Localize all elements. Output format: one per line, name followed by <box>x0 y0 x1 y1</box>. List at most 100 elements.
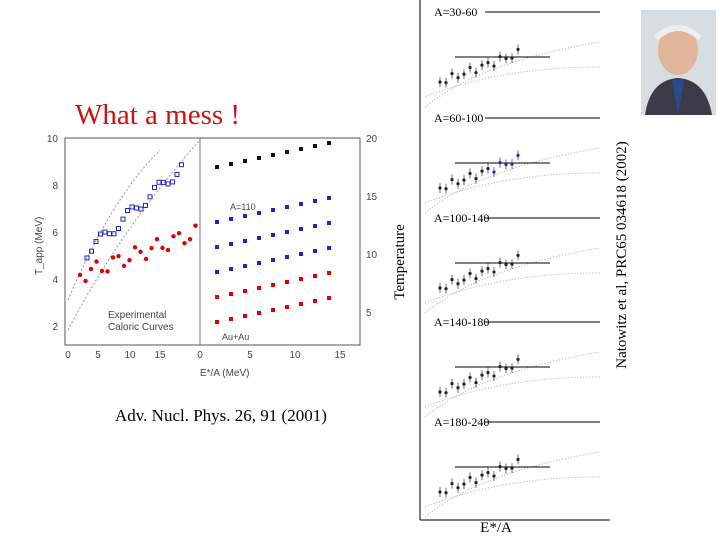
citation: Adv. Nucl. Phys. 26, 91 (2001) <box>115 406 327 425</box>
marker-decor <box>215 220 219 224</box>
marker-decor <box>182 240 187 246</box>
marker-decor <box>492 374 496 378</box>
x-tick-label: 15 <box>334 350 346 361</box>
marker-decor <box>498 55 502 59</box>
marker-decor <box>93 239 99 245</box>
marker-decor <box>510 162 514 166</box>
marker-decor <box>438 490 442 494</box>
right-figure: Temperature E*/A A=30-60 A=60-100 A=100-14… <box>392 0 610 536</box>
marker-decor <box>456 76 460 80</box>
marker-decor <box>165 247 171 253</box>
y2-tick-label: 20 <box>366 134 378 145</box>
citation: Natowitz et al, PRC65 034618 (2002) <box>614 141 630 368</box>
marker-decor <box>127 257 132 263</box>
marker-decor <box>462 72 466 76</box>
marker-decor <box>257 261 261 265</box>
marker-decor <box>492 474 496 478</box>
marker-decor <box>492 64 496 68</box>
y2-tick-label: 5 <box>366 308 372 319</box>
marker-decor <box>285 150 289 154</box>
marker-decor <box>504 466 508 471</box>
marker-decor <box>486 371 490 375</box>
marker-decor <box>462 278 466 282</box>
marker-decor <box>474 176 478 181</box>
marker-decor <box>257 286 261 290</box>
x-tick-label: 0 <box>197 350 203 361</box>
marker-decor <box>486 471 490 475</box>
annotation: A=110 <box>230 202 256 212</box>
legend-text: Experimental <box>108 310 166 321</box>
marker-decor <box>474 70 478 75</box>
marker-decor <box>170 179 175 185</box>
portrait <box>641 10 716 115</box>
marker-decor <box>83 278 88 284</box>
marker-decor <box>229 162 233 166</box>
marker-decor <box>450 482 454 486</box>
marker-decor <box>486 267 490 271</box>
marker-decor <box>450 72 454 76</box>
marker-decor <box>492 270 496 274</box>
curve <box>424 172 601 204</box>
curve <box>424 66 601 98</box>
marker-decor <box>468 271 472 276</box>
marker-decor <box>143 202 148 208</box>
marker-decor <box>171 234 176 239</box>
marker-decor <box>327 196 331 200</box>
marker-decor <box>450 382 454 386</box>
curve <box>424 147 601 214</box>
marker-decor <box>327 296 331 300</box>
marker-decor <box>450 278 454 282</box>
photo-face <box>658 25 698 75</box>
marker-decor <box>285 205 289 209</box>
marker-decor <box>444 391 448 395</box>
marker-decor <box>480 169 484 173</box>
curve <box>67 149 161 301</box>
marker-decor <box>99 268 105 274</box>
marker-decor <box>243 159 247 163</box>
marker-decor <box>313 144 317 148</box>
marker-decor <box>327 271 331 275</box>
marker-decor <box>313 249 317 253</box>
curve <box>424 272 601 304</box>
marker-decor <box>516 253 520 258</box>
marker-decor <box>154 237 160 242</box>
marker-decor <box>89 248 94 254</box>
marker-decor <box>498 465 502 469</box>
marker-decor <box>299 202 303 206</box>
marker-decor <box>486 61 490 65</box>
curve <box>424 476 601 508</box>
marker-decor <box>313 299 317 303</box>
marker-decor <box>438 390 442 394</box>
marker-decor <box>299 252 303 256</box>
curve <box>67 139 201 331</box>
marker-decor <box>438 286 442 290</box>
y-tick-label: 10 <box>47 134 59 145</box>
marker-decor <box>313 224 317 228</box>
marker-decor <box>285 280 289 284</box>
photo-tie <box>672 80 684 115</box>
marker-decor <box>187 237 193 242</box>
marker-decor <box>450 178 454 182</box>
marker-decor <box>468 171 472 176</box>
marker-decor <box>88 266 94 272</box>
marker-decor <box>299 227 303 231</box>
y2-tick-label: 15 <box>366 192 378 203</box>
marker-decor <box>138 249 143 255</box>
y-tick-label: 4 <box>52 275 58 286</box>
marker-decor <box>243 314 247 318</box>
marker-decor <box>504 56 508 61</box>
marker-decor <box>132 245 138 250</box>
marker-decor <box>271 208 275 212</box>
marker-decor <box>313 274 317 278</box>
panel-label: A=100-140 <box>434 211 489 225</box>
marker-decor <box>498 161 502 165</box>
marker-decor <box>327 246 331 250</box>
marker-decor <box>147 194 153 200</box>
marker-decor <box>498 261 502 265</box>
marker-decor <box>271 233 275 237</box>
marker-decor <box>243 264 247 268</box>
marker-decor <box>456 282 460 286</box>
marker-decor <box>474 276 478 281</box>
marker-decor <box>516 153 520 158</box>
